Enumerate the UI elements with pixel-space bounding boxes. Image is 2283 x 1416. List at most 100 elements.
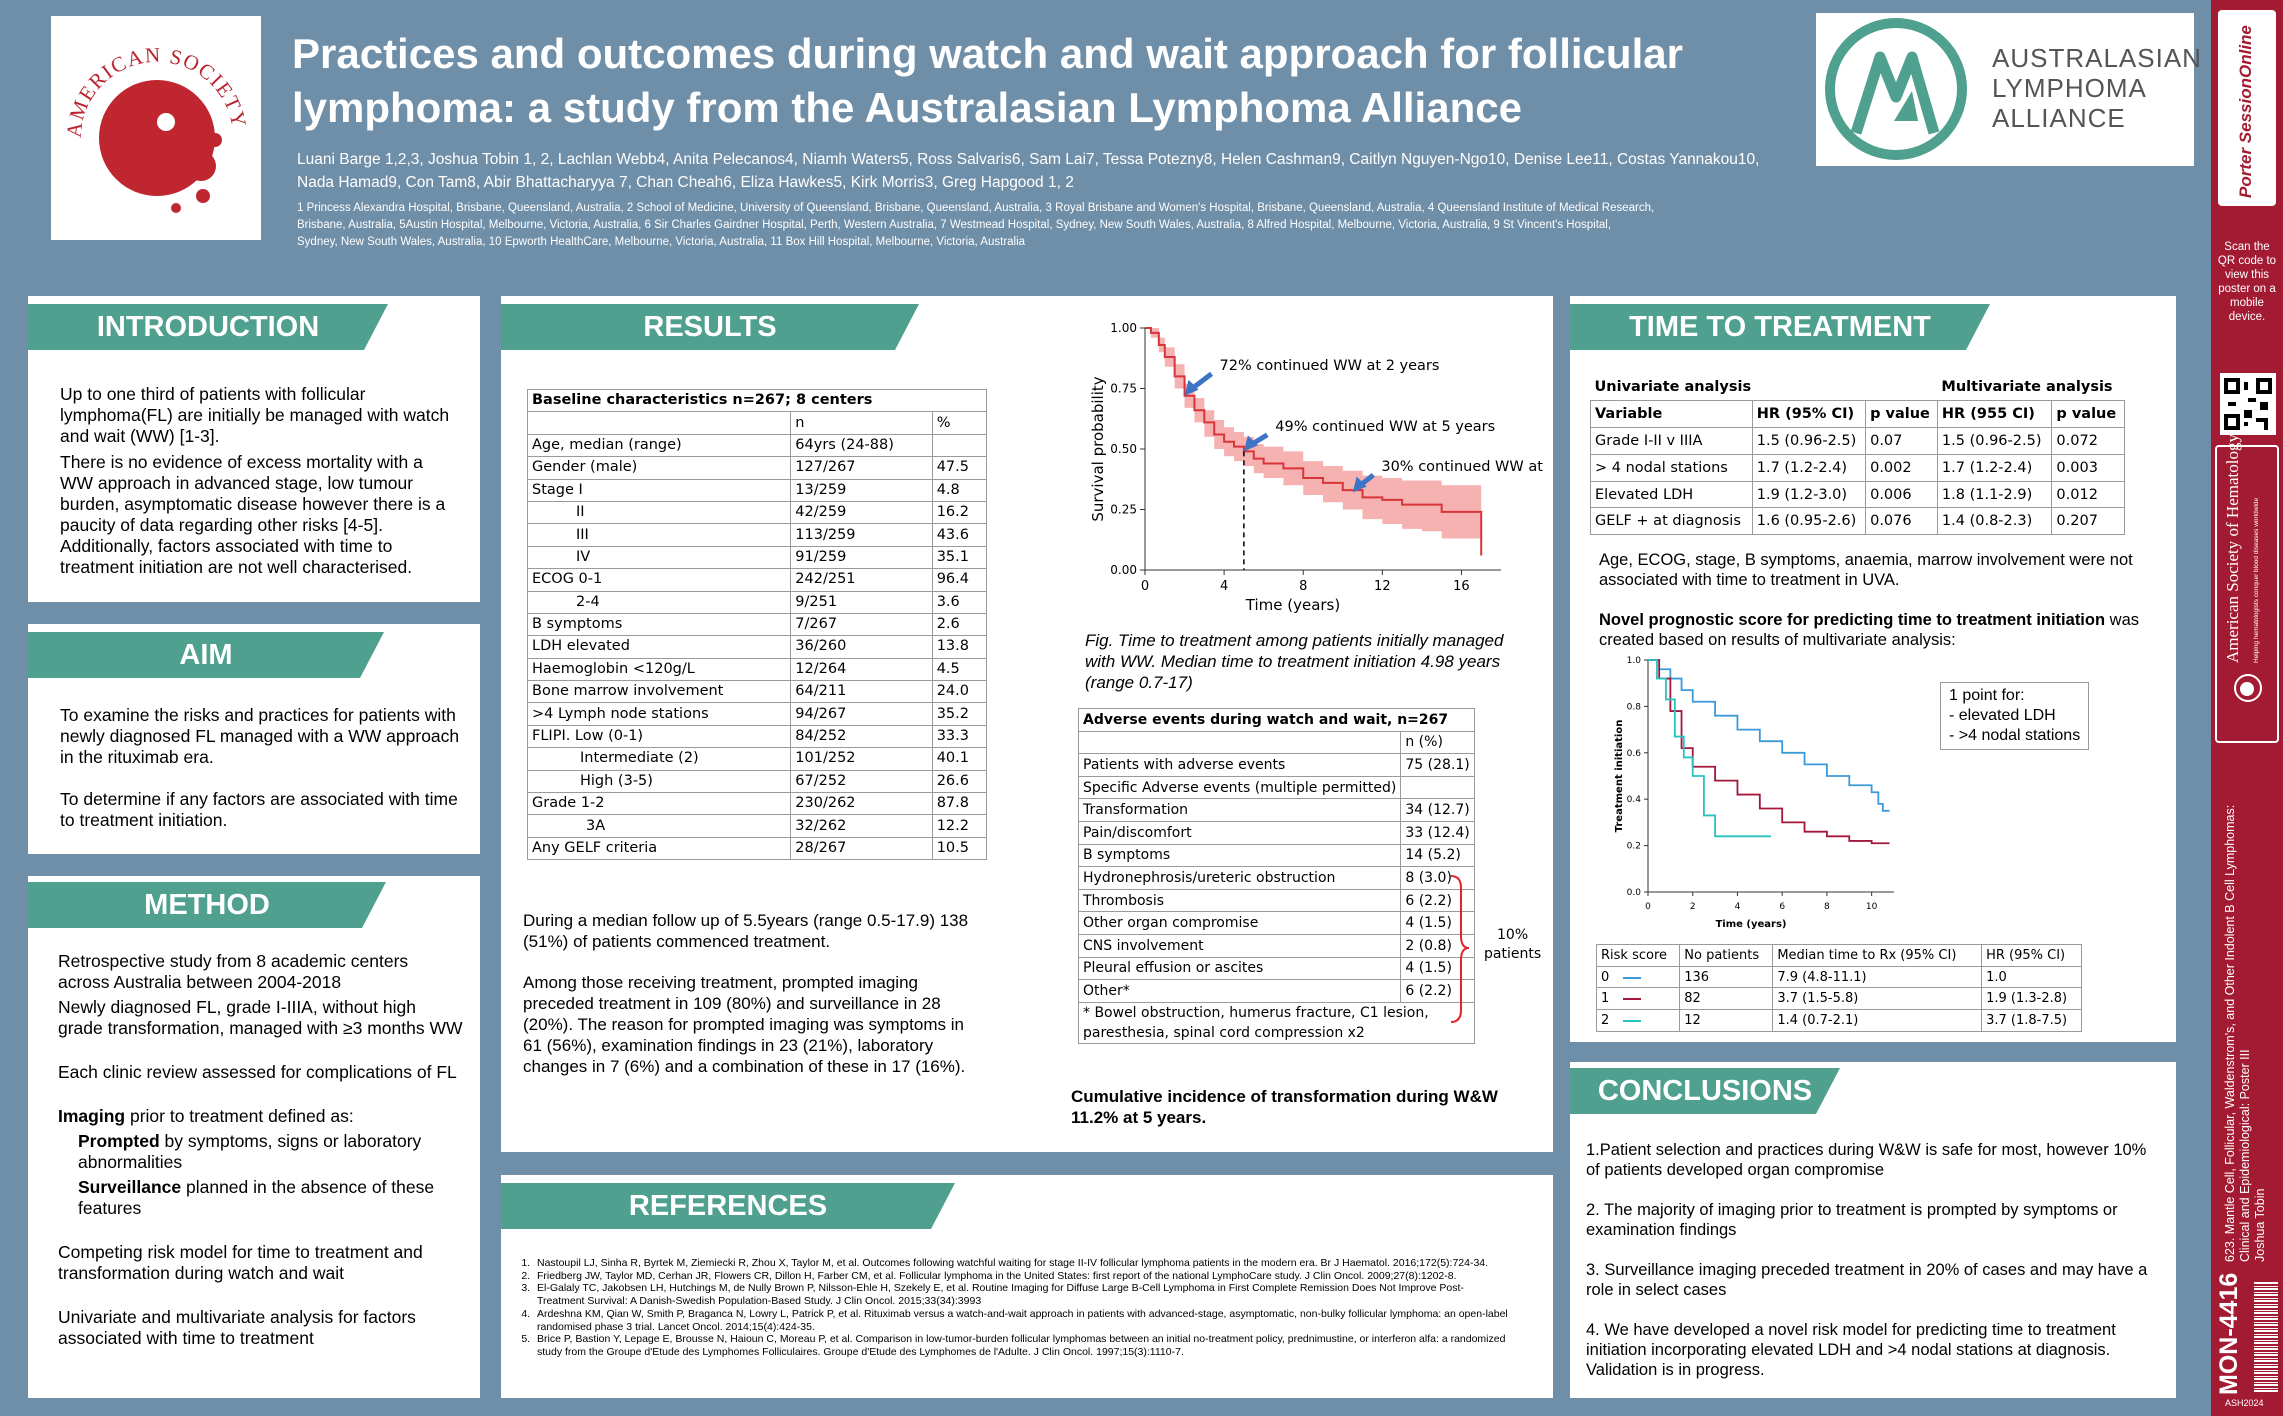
x-tick-label: 16 <box>1453 579 1470 594</box>
results-panel: RESULTS Baseline characteristics n=267; … <box>501 296 1553 1152</box>
annotation-label: 72% continued WW at 2 years <box>1220 358 1440 374</box>
method-paragraph-2: Newly diagnosed FL, grade I-IIIA, withou… <box>58 997 463 1038</box>
table-cell: 32/262 <box>790 814 933 838</box>
univariate-label: Univariate analysis <box>1594 379 1752 396</box>
method-paragraph-4: Competing risk model for time to treatme… <box>58 1242 423 1283</box>
ttt-col-header: p value <box>1865 400 1938 429</box>
sidebar: Porter SessionOnline Scan the QR code to… <box>2211 0 2283 1416</box>
ash-logo-icon: AMERICAN SOCIETY OF HEMATOLOGY <box>41 0 250 213</box>
table-cell: 10.5 <box>931 836 988 861</box>
table-cell: 28/267 <box>790 836 933 861</box>
method-prompted: Prompted by symptoms, signs or laborator… <box>78 1131 422 1172</box>
intro-paragraph-1: Up to one third of patients with follicu… <box>60 384 450 446</box>
risk-col-header: Risk score <box>1595 944 1681 967</box>
method-paragraph-1: Retrospective study from 8 academic cent… <box>58 951 409 992</box>
ala-line-1: AUSTRALASIAN <box>1992 43 2202 73</box>
x-axis-label: Time (years) <box>1245 596 1340 614</box>
introduction-heading: INTRODUCTION <box>28 304 388 350</box>
table-cell: 8 (3.0) <box>1400 866 1475 890</box>
table-cell: Hydronephrosis/ureteric obstruction <box>1077 866 1402 890</box>
method-paragraph-5: Univariate and multivariate analysis for… <box>58 1307 416 1348</box>
table-cell: 4 (1.5) <box>1400 956 1475 981</box>
risk-col-header: No patients <box>1679 944 1774 967</box>
y-tick-label: 0.50 <box>1110 442 1137 456</box>
ala-line-3: ALLIANCE <box>1992 103 2126 133</box>
table-cell: 2.6 <box>931 612 988 637</box>
table-row: Transformation 34 (12.7) <box>1077 798 1475 822</box>
authors-line-1: Luani Barge 1,2,3, Joshua Tobin 1, 2, La… <box>297 151 1760 168</box>
baseline-col-header <box>526 411 792 435</box>
table-row: ECOG 0-1 242/251 96.4 <box>526 568 988 592</box>
table-cell: Gender (male) <box>526 456 792 480</box>
aim-paragraph-1: To examine the risks and practices for p… <box>60 705 460 767</box>
ash-logo: AMERICAN SOCIETY OF HEMATOLOGY <box>41 0 261 240</box>
table-cell: GELF + at diagnosis <box>1590 507 1753 536</box>
y-tick-label: 0.2 <box>1627 842 1641 852</box>
table-row: CNS involvement 2 (0.8) <box>1077 933 1475 958</box>
survival-curve <box>1145 327 1483 556</box>
annotation-label: 30% continued WW at 10 years <box>1381 459 1545 475</box>
x-tick-label: 8 <box>1824 902 1830 912</box>
table-cell: 12.2 <box>931 814 988 838</box>
table-cell: 0.207 <box>2051 507 2125 536</box>
affil-line-2: Brisbane, Australia, 5Austin Hospital, M… <box>297 219 1612 231</box>
title-line-2: lymphoma: a study from the Australasian … <box>292 84 1522 131</box>
risk-legend-box: 1 point for: - elevated LDH - >4 nodal s… <box>1940 682 2090 750</box>
y-axis-label: Treatment initiation <box>1614 720 1625 833</box>
risk-series-1 <box>1648 659 1890 845</box>
ttt-col-header: HR (955 CI) <box>1936 400 2053 429</box>
table-row: FLIPI. Low (0-1) 84/252 33.3 <box>526 724 988 749</box>
table-row: 3A 32/262 12.2 <box>526 814 988 838</box>
table-row: IV 91/259 35.1 <box>526 545 988 570</box>
table-cell: 0.07 <box>1865 427 1938 455</box>
table-row: Grade 1-2 230/262 87.8 <box>526 792 988 816</box>
annotation-arrowhead <box>1184 379 1199 396</box>
table-cell: 6 (2.2) <box>1400 888 1475 913</box>
table-cell: 13/259 <box>790 478 933 502</box>
table-cell: 1 <box>1595 987 1681 1011</box>
barcode <box>2254 1282 2278 1392</box>
y-tick-label: 1.0 <box>1627 656 1642 666</box>
qr-code[interactable] <box>2220 373 2276 435</box>
table-cell <box>1400 775 1475 800</box>
risk-line-swatch <box>1623 976 1641 979</box>
y-tick-label: 0.0 <box>1627 888 1642 898</box>
table-cell: 33.3 <box>931 724 988 749</box>
table-cell: 0.012 <box>2051 480 2125 509</box>
results-heading: RESULTS <box>501 304 919 350</box>
table-cell: 1.5 (0.96-2.5) <box>1936 427 2053 455</box>
table-row: Age, median (range) 64yrs (24-88) <box>526 433 988 458</box>
table-row: Bone marrow involvement 64/211 24.0 <box>526 680 988 704</box>
baseline-col-header: n <box>790 411 933 435</box>
table-cell: 0.002 <box>1865 453 1938 482</box>
x-axis-label: Time (years) <box>1715 919 1786 930</box>
title-line-1: Practices and outcomes during watch and … <box>292 30 1683 77</box>
session-text: 623. Mantle Cell, Follicular, Waldenstro… <box>2223 802 2268 1262</box>
table-cell: B symptoms <box>1077 843 1402 868</box>
intro-paragraph-2: There is no evidence of excess mortality… <box>60 452 446 577</box>
table-cell: 1.0 <box>1981 965 2082 989</box>
risk-score-km-chart: 0.0 0.2 0.4 0.6 0.8 1.0 0 2 4 6 8 10 Time (years) Tre… <box>1614 656 1894 930</box>
table-cell: 9/251 <box>790 590 933 614</box>
legend-line-1: 1 point for: <box>1949 687 2025 704</box>
table-row: Any GELF criteria 28/267 10.5 <box>526 836 988 861</box>
table-row: Haemoglobin <120g/L 12/264 4.5 <box>526 657 988 682</box>
ala-line-2: LYMPHOMA <box>1992 73 2147 103</box>
table-cell: 0.072 <box>2051 427 2125 455</box>
table-cell: ECOG 0-1 <box>526 568 792 592</box>
y-tick-label: 0.75 <box>1110 382 1137 396</box>
table-row: Other* 6 (2.2) <box>1077 979 1475 1003</box>
table-cell: 64/211 <box>790 680 933 704</box>
x-tick-label: 6 <box>1779 902 1785 912</box>
ala-logo: AUSTRALASIAN LYMPHOMA ALLIANCE <box>1816 13 2201 166</box>
reference-item: Brice P, Bastion Y, Lepage E, Brousse N,… <box>533 1333 1511 1358</box>
time-to-treatment-km-chart: 0.00 0.25 0.50 0.75 1.00 0 4 8 12 16 Time (years) S… <box>1089 321 1545 614</box>
cum-incidence-line-1: Cumulative incidence of transformation d… <box>1071 1087 1498 1106</box>
table-cell: Stage I <box>526 478 792 502</box>
table-cell: 84/252 <box>790 724 933 749</box>
x-tick-label: 12 <box>1374 579 1391 594</box>
table-cell: 136 <box>1679 965 1774 989</box>
affil-line-1: 1 Princess Alexandra Hospital, Brisbane,… <box>297 202 1655 214</box>
table-row: > 4 nodal stations 1.7 (1.2-2.4) 0.002 1.7 … <box>1590 453 2125 482</box>
table-cell: 34 (12.7) <box>1400 798 1475 822</box>
